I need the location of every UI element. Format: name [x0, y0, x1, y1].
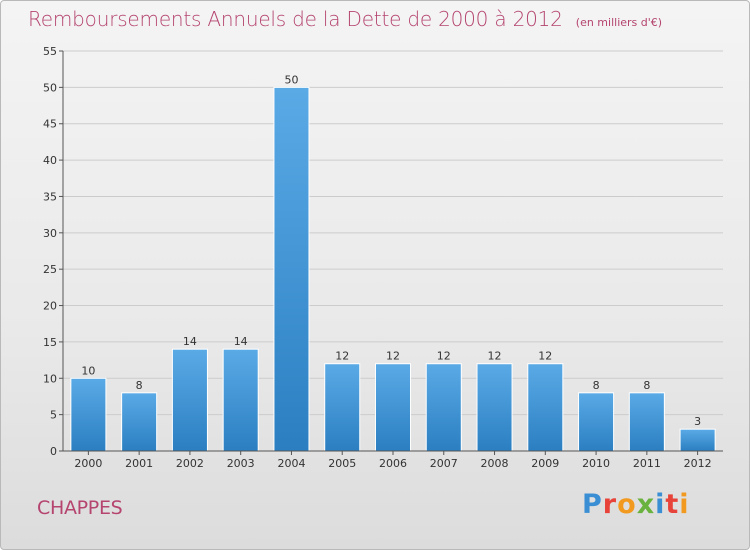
data-label-2002: 14: [183, 335, 197, 348]
bar-2007: [425, 363, 462, 452]
x-tick-label-2009: 2009: [531, 457, 559, 470]
chart-title: Remboursements Annuels de la Dette de 20…: [28, 7, 662, 31]
y-tick-label-10: 10: [43, 372, 57, 385]
data-label-2010: 8: [593, 379, 600, 392]
bar-2012: [679, 428, 716, 452]
y-tick-label-40: 40: [43, 154, 57, 167]
brand-letter: o: [617, 489, 637, 520]
data-label-2005: 12: [335, 350, 349, 363]
data-label-2003: 14: [234, 335, 248, 348]
x-tick-label-2000: 2000: [74, 457, 102, 470]
y-tick-label-20: 20: [43, 300, 57, 313]
y-tick-label-5: 5: [50, 409, 57, 422]
bar-2010: [578, 392, 615, 452]
data-label-2004: 50: [284, 73, 298, 86]
data-label-2007: 12: [437, 350, 451, 363]
bar-2009: [527, 363, 564, 452]
x-tick-label-2008: 2008: [481, 457, 509, 470]
x-tick-label-2012: 2012: [684, 457, 712, 470]
chart-title-text: Remboursements Annuels de la Dette de 20…: [28, 7, 563, 31]
commune-name: CHAPPES: [37, 497, 123, 519]
x-tick-label-2011: 2011: [633, 457, 661, 470]
brand-letter: P: [582, 489, 603, 520]
data-label-2006: 12: [386, 350, 400, 363]
brand-letter: t: [665, 489, 680, 520]
axis-layer: 0 5 10 15 20 25 30 35 40 45 50 55 2000 2001 2002 2003 20…: [43, 45, 723, 470]
bar-2000: [70, 377, 107, 452]
brand-letter: i: [655, 489, 666, 520]
data-label-2000: 10: [81, 364, 95, 377]
y-tick-label-25: 25: [43, 263, 57, 276]
x-tick-label-2010: 2010: [582, 457, 610, 470]
data-label-2011: 8: [643, 379, 650, 392]
data-label-2009: 12: [538, 350, 552, 363]
data-label-2001: 8: [136, 379, 143, 392]
y-tick-label-0: 0: [50, 445, 57, 458]
bar-2004: [273, 86, 310, 452]
brand-letter: r: [602, 489, 618, 520]
y-tick-label-35: 35: [43, 190, 57, 203]
bar-2006: [374, 363, 412, 452]
bar-2008: [476, 363, 513, 452]
x-tick-label-2005: 2005: [328, 457, 356, 470]
x-tick-label-2007: 2007: [430, 457, 458, 470]
y-tick-label-55: 55: [43, 45, 57, 58]
data-label-2008: 12: [488, 350, 502, 363]
bar-2001: [121, 392, 158, 452]
brand-letter: x: [636, 489, 656, 520]
bar-2003: [222, 348, 259, 452]
bar-2011: [628, 392, 665, 452]
x-tick-label-2006: 2006: [379, 457, 407, 470]
bar-2005: [324, 363, 361, 452]
x-tick-label-2004: 2004: [277, 457, 305, 470]
chart-unit-text: (en milliers d'€): [575, 16, 663, 29]
y-tick-label-15: 15: [43, 336, 57, 349]
x-tick-label-2002: 2002: [176, 457, 204, 470]
label-layer: 10 8 14 14 50 12 12 12 12 12 8 8 3: [81, 73, 701, 428]
y-tick-label-45: 45: [43, 118, 57, 131]
x-tick-label-2003: 2003: [227, 457, 255, 470]
proxiti-logo[interactable]: Proxiti: [582, 489, 690, 520]
y-tick-label-50: 50: [43, 81, 57, 94]
y-tick-label-30: 30: [43, 227, 57, 240]
data-label-2012: 3: [694, 415, 701, 428]
bar-2002: [171, 348, 208, 452]
brand-letter: i: [679, 489, 690, 520]
x-tick-label-2001: 2001: [125, 457, 153, 470]
bar-layer: [70, 86, 716, 452]
